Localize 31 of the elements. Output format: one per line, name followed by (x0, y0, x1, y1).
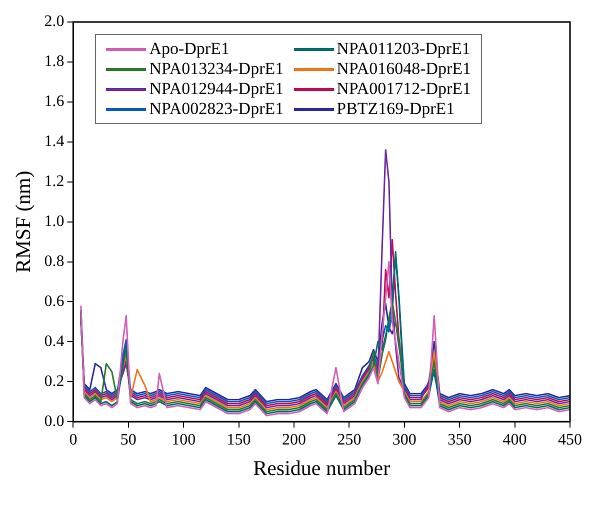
x-tick-label: 50 (120, 431, 136, 448)
y-tick-label: 1.6 (44, 93, 64, 110)
x-tick-label: 200 (282, 431, 306, 448)
x-tick-label: 450 (558, 431, 582, 448)
legend-label: NPA001712-DprE1 (336, 79, 472, 99)
x-tick-label: 100 (172, 431, 196, 448)
y-tick-label: 0.4 (44, 332, 64, 350)
x-tick-label: 350 (448, 431, 472, 448)
y-axis-title: RMSF (nm) (11, 170, 36, 273)
x-tick-label: 400 (502, 431, 527, 448)
legend-label: PBTZ169-DprE1 (336, 99, 455, 119)
legend-label: NPA013234-DprE1 (149, 59, 284, 79)
y-tick-label: 0.8 (44, 252, 64, 270)
y-tick-label: 0.6 (44, 292, 64, 310)
x-tick-label: 150 (226, 431, 251, 448)
y-tick-label: 2.0 (44, 13, 64, 30)
y-tick-label: 0.0 (44, 412, 64, 430)
x-tick-label: 250 (337, 431, 362, 448)
y-tick-label: 1.4 (44, 133, 64, 150)
legend-label: NPA012944-DprE1 (149, 79, 284, 99)
legend-label: NPA016048-DprE1 (336, 59, 472, 79)
legend-label: Apo-DprE1 (149, 39, 230, 59)
legend-label: NPA011203-DprE1 (336, 39, 470, 59)
x-tick-label: 0 (69, 431, 78, 448)
y-tick-label: 1.0 (44, 213, 64, 230)
y-tick-label: 1.2 (44, 173, 64, 190)
y-tick-label: 1.8 (44, 53, 64, 70)
legend-label: NPA002823-DprE1 (149, 99, 284, 119)
y-tick-label: 0.2 (44, 372, 64, 390)
x-axis-title: Residue number (253, 456, 390, 480)
x-tick-label: 300 (392, 431, 416, 448)
